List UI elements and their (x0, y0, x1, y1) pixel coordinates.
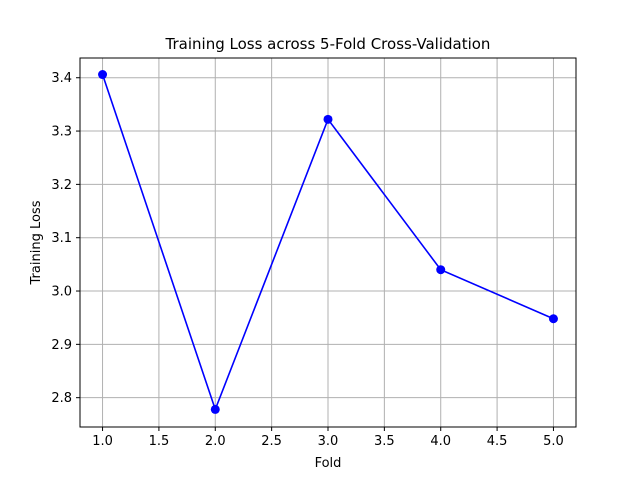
x-tick-label: 2.0 (205, 434, 226, 449)
x-tick-label: 1.5 (149, 434, 170, 449)
y-tick-label: 3.0 (51, 285, 72, 300)
y-tick-label: 2.8 (51, 391, 72, 406)
y-tick-label: 3.2 (51, 178, 72, 193)
x-tick-label: 2.5 (261, 434, 282, 449)
x-tick-label: 3.5 (374, 434, 395, 449)
x-tick-label: 3.0 (318, 434, 339, 449)
x-tick-label: 4.0 (430, 434, 451, 449)
x-tick-label: 4.5 (487, 434, 508, 449)
x-axis-label: Fold (315, 456, 342, 471)
chart-title: Training Loss across 5-Fold Cross-Valida… (165, 35, 491, 53)
y-axis-label: Training Loss (29, 200, 44, 285)
data-point (98, 70, 108, 80)
x-tick-label: 5.0 (543, 434, 564, 449)
x-tick-label: 1.0 (92, 434, 113, 449)
y-tick-label: 3.4 (51, 71, 72, 86)
y-tick-label: 3.3 (51, 125, 72, 140)
data-point (548, 314, 558, 324)
axis-ticks: 1.0 1.5 2.0 2.5 3.0 3.5 4.0 4.5 5.0 2.8 2.9 3.0 3.1 3… (51, 71, 563, 449)
data-point (323, 114, 333, 124)
data-point (436, 265, 446, 275)
y-tick-label: 3.1 (51, 231, 72, 246)
data-point (210, 404, 220, 414)
series (98, 70, 558, 414)
grid (80, 58, 576, 427)
y-tick-label: 2.9 (51, 338, 72, 353)
